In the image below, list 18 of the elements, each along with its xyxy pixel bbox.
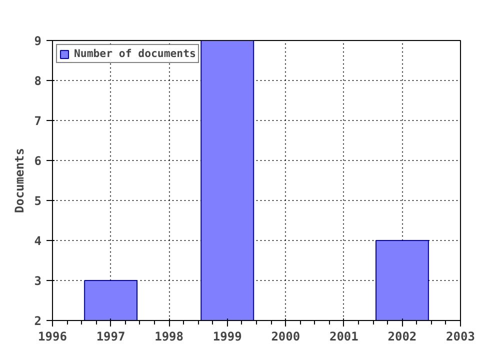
y-tick-label: 8: [34, 74, 42, 88]
y-tick-label: 9: [34, 34, 42, 48]
y-tick-label: 3: [34, 274, 42, 288]
y-tick-label: 5: [34, 194, 42, 208]
y-tick-label: 7: [34, 114, 42, 128]
x-tick-label: 1997: [96, 330, 126, 344]
y-tick-label: 4: [34, 234, 42, 248]
x-tick-label: 2003: [446, 330, 475, 344]
x-tick-label: 1998: [154, 330, 184, 344]
x-tick-label: 2002: [388, 330, 417, 344]
x-tick-label: 2001: [329, 330, 358, 344]
legend-label: Number of documents: [74, 47, 196, 60]
x-tick-label: 2000: [271, 330, 300, 344]
y-axis-title: Documents: [12, 148, 26, 214]
x-tick-label: 1999: [212, 330, 242, 344]
x-tick-label: 1996: [38, 330, 67, 344]
y-tick-label: 6: [34, 154, 42, 168]
y-tick-label: 2: [34, 314, 42, 328]
